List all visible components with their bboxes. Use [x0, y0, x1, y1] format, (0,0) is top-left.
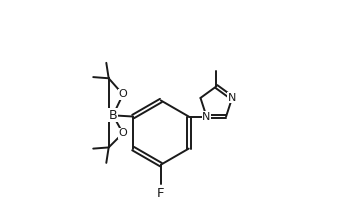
Text: O: O — [119, 90, 127, 99]
Text: O: O — [119, 128, 127, 138]
Text: N: N — [228, 93, 236, 103]
Text: B: B — [109, 109, 117, 122]
Text: N: N — [202, 112, 211, 121]
Text: F: F — [157, 187, 165, 200]
